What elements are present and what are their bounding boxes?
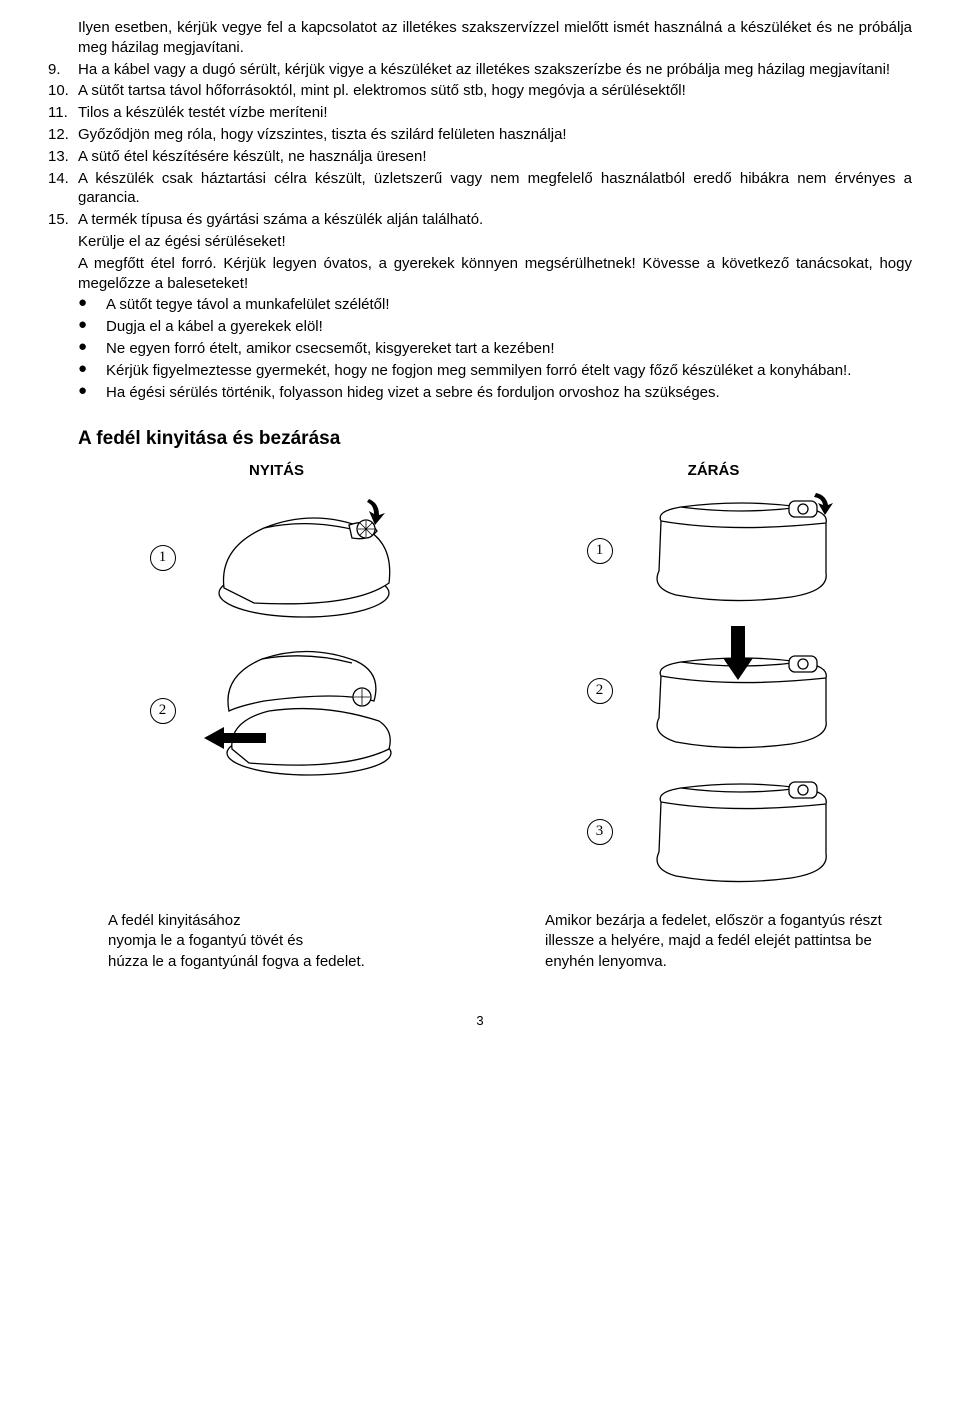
- list-item: 13.A sütő étel készítésére készült, ne h…: [48, 147, 912, 167]
- close-step: 1: [587, 493, 841, 608]
- list-item: ●Ne egyen forró ételt, amikor csecsemőt,…: [78, 339, 912, 359]
- bullet-icon: ●: [78, 361, 106, 378]
- list-item: 11.Tilos a készülék testét vízbe meríten…: [48, 103, 912, 123]
- section-title: A fedél kinyitása és bezárása: [78, 426, 912, 451]
- item-text: Győződjön meg róla, hogy vízszintes, tis…: [78, 125, 912, 145]
- list-item: 14.A készülék csak háztartási célra kész…: [48, 169, 912, 209]
- device-close-step2-icon: [631, 626, 841, 756]
- list-item: ●A sütőt tegye távol a munkafelület szél…: [78, 295, 912, 315]
- bullet-icon: ●: [78, 383, 106, 400]
- step-number-icon: 2: [587, 678, 613, 704]
- item-text: Ha a kábel vagy a dugó sérült, kérjük vi…: [78, 60, 912, 80]
- caption-row: A fedél kinyitásához nyomja le a foganty…: [48, 897, 912, 972]
- intro-paragraph: Ilyen esetben, kérjük vegye fel a kapcso…: [48, 18, 912, 58]
- bullet-icon: ●: [78, 339, 106, 356]
- step-number-icon: 2: [150, 698, 176, 724]
- list-item: 10.A sütőt tartsa távol hőforrásoktól, m…: [48, 81, 912, 101]
- device-close-step1-icon: [631, 493, 841, 608]
- close-step: 3: [587, 774, 841, 889]
- device-open-step1-icon: [194, 493, 404, 623]
- step-number-icon: 3: [587, 819, 613, 845]
- close-step: 2: [587, 626, 841, 756]
- item-text: Kérjük figyelmeztesse gyermekét, hogy ne…: [106, 361, 912, 381]
- item-number: 14.: [48, 169, 78, 209]
- list-item: ●Ha égési sérülés történik, folyasson hi…: [78, 383, 912, 403]
- item-number: 12.: [48, 125, 78, 145]
- open-step: 1: [150, 493, 404, 623]
- item-text: Dugja el a kábel a gyerekek elöl!: [106, 317, 912, 337]
- device-open-step2-icon: [194, 641, 404, 781]
- open-column: NYITÁS 1: [78, 461, 475, 889]
- sub-line: Kerülje el az égési sérüléseket!: [48, 232, 912, 252]
- bullet-icon: ●: [78, 295, 106, 312]
- open-label: NYITÁS: [249, 461, 304, 481]
- close-label: ZÁRÁS: [688, 461, 740, 481]
- item-text: Ha égési sérülés történik, folyasson hid…: [106, 383, 912, 403]
- illustration-columns: NYITÁS 1: [48, 461, 912, 889]
- list-item: ●Kérjük figyelmeztesse gyermekét, hogy n…: [78, 361, 912, 381]
- close-caption: Amikor bezárja a fedelet, először a foga…: [515, 911, 912, 972]
- step-number-icon: 1: [587, 538, 613, 564]
- open-caption: A fedél kinyitásához nyomja le a foganty…: [78, 911, 475, 972]
- page-number: 3: [48, 1012, 912, 1029]
- close-column: ZÁRÁS 1: [515, 461, 912, 889]
- item-text: Ne egyen forró ételt, amikor csecsemőt, …: [106, 339, 912, 359]
- device-close-step3-icon: [631, 774, 841, 889]
- numbered-list: 9.Ha a kábel vagy a dugó sérült, kérjük …: [48, 60, 912, 230]
- item-number: 13.: [48, 147, 78, 167]
- list-item: 9.Ha a kábel vagy a dugó sérült, kérjük …: [48, 60, 912, 80]
- item-text: A termék típusa és gyártási száma a kész…: [78, 210, 912, 230]
- item-number: 15.: [48, 210, 78, 230]
- close-illustration: 1 2: [587, 493, 841, 889]
- open-illustration: 1 2: [150, 493, 404, 781]
- item-number: 10.: [48, 81, 78, 101]
- item-text: A sütő étel készítésére készült, ne hasz…: [78, 147, 912, 167]
- list-item: 15.A termék típusa és gyártási száma a k…: [48, 210, 912, 230]
- item-number: 11.: [48, 103, 78, 123]
- item-text: A sütőt tartsa távol hőforrásoktól, mint…: [78, 81, 912, 101]
- sub-line: A megfőtt étel forró. Kérjük legyen óvat…: [48, 254, 912, 294]
- step-number-icon: 1: [150, 545, 176, 571]
- list-item: ●Dugja el a kábel a gyerekek elöl!: [78, 317, 912, 337]
- item-text: A készülék csak háztartási célra készült…: [78, 169, 912, 209]
- item-text: Tilos a készülék testét vízbe meríteni!: [78, 103, 912, 123]
- item-text: A sütőt tegye távol a munkafelület szélé…: [106, 295, 912, 315]
- bullet-icon: ●: [78, 317, 106, 334]
- bullet-list: ●A sütőt tegye távol a munkafelület szél…: [48, 295, 912, 402]
- open-step: 2: [150, 641, 404, 781]
- list-item: 12.Győződjön meg róla, hogy vízszintes, …: [48, 125, 912, 145]
- item-number: 9.: [48, 60, 78, 80]
